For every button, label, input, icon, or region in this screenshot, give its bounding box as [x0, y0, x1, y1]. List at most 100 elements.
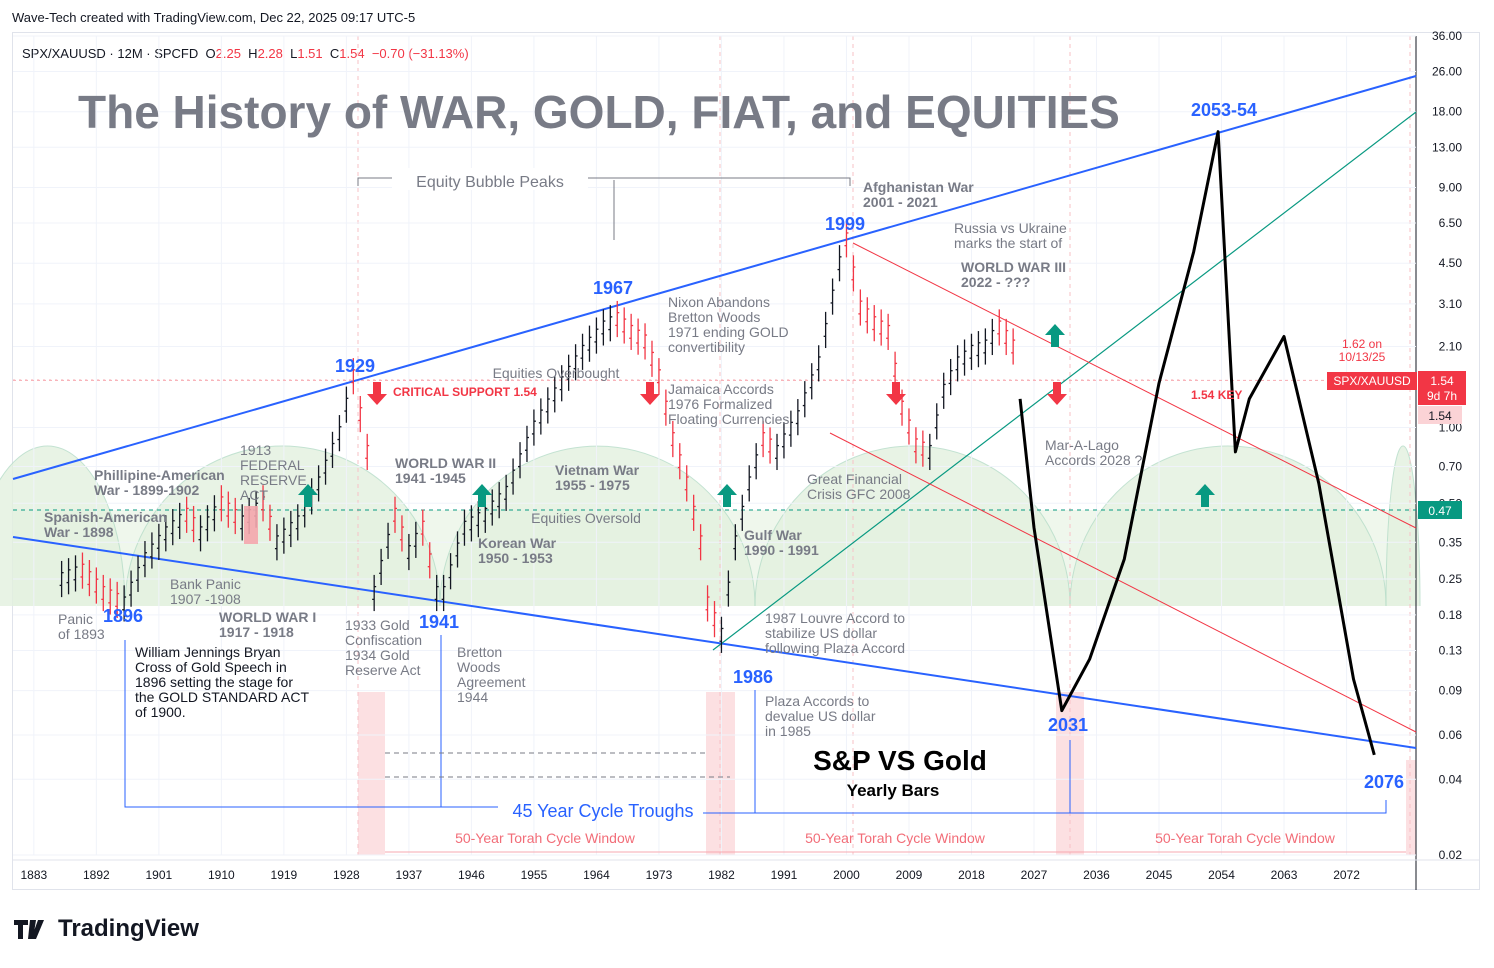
y-tick-label: 2.10	[1439, 339, 1463, 353]
x-tick-label: 1982	[708, 868, 735, 882]
event-annotation: Nixon Abandons Bretton Woods 1971 ending G…	[668, 294, 789, 355]
event-annotation: Gulf War 1990 - 1991	[744, 527, 819, 558]
symbol-label[interactable]: SPX/XAUUSD · 12M · SPCFD	[22, 46, 199, 61]
oversold-label: Equities Oversold	[531, 510, 641, 526]
key-price-value: 1.54	[1428, 409, 1452, 423]
x-tick-label: 2009	[896, 868, 923, 882]
red-channel-upper	[852, 242, 1417, 529]
torah-window-3	[1406, 760, 1416, 855]
y-tick-label: 0.13	[1439, 643, 1463, 657]
brand-name: TradingView	[58, 915, 199, 942]
cycle-arc-5	[1385, 445, 1421, 607]
y-tick-label: 6.50	[1439, 216, 1463, 230]
event-annotation: WORLD WAR I 1917 - 1918	[219, 609, 316, 640]
low-value: 1.51	[297, 46, 323, 61]
event-annotation: 1913 FEDERAL RESERVE ACT	[240, 442, 307, 503]
x-tick-label: 2072	[1333, 868, 1360, 882]
year-callout: 1941	[419, 612, 459, 632]
event-annotation: Vietnam War 1955 - 1975	[555, 462, 640, 493]
event-annotation: Korean War 1950 - 1953	[478, 535, 557, 566]
x-tick-label: 2063	[1271, 868, 1298, 882]
symbol-price-tag-label: SPX/XAUUSD	[1333, 374, 1411, 388]
cycle-troughs-label: 45 Year Cycle Troughs	[512, 801, 693, 821]
event-annotation: Afghanistan War 2001 - 2021	[863, 179, 974, 210]
x-tick-label: 1937	[396, 868, 423, 882]
buy-arrow-icon	[1195, 484, 1215, 507]
bubble-bracket	[357, 177, 851, 186]
low-label: L	[290, 46, 298, 61]
green-trend-line	[712, 111, 1417, 651]
x-tick-label: 1964	[583, 868, 610, 882]
sell-arrow-icon	[1047, 382, 1067, 405]
x-tick-label: 1910	[208, 868, 235, 882]
high-value: 2.28	[257, 46, 283, 61]
event-annotation: Plaza Accords to devalue US dollar in 1985	[765, 693, 876, 739]
event-annotation: Jamaica Accords 1976 Formalized Floating C…	[668, 381, 789, 427]
red-channel-lower	[829, 432, 1417, 733]
y-tick-label: 18.00	[1432, 105, 1462, 119]
y-tick-label: 3.10	[1439, 297, 1463, 311]
y-tick-label: 0.04	[1439, 772, 1463, 786]
open-label: O	[205, 46, 216, 61]
chart-frame	[12, 32, 1480, 890]
torah-window-label: 50-Year Torah Cycle Window	[805, 830, 986, 846]
sell-arrow-icon	[886, 382, 906, 405]
y-tick-label: 9.00	[1439, 180, 1463, 194]
upper-channel-line	[12, 75, 1417, 480]
event-annotation: 1987 Louvre Accord to stabilize US dollar…	[765, 610, 905, 656]
event-annotation: Spanish-American War - 1898	[44, 509, 167, 540]
event-annotation: Mar-A-Lago Accords 2028 ?	[1045, 437, 1142, 468]
x-tick-label: 1973	[646, 868, 673, 882]
buy-arrow-icon	[472, 484, 492, 507]
bar-countdown: 9d 7h	[1427, 389, 1457, 403]
close-label: C	[329, 46, 340, 61]
high-label: H	[248, 46, 258, 61]
cycle-arc-4	[1069, 445, 1387, 607]
buy-arrow-icon	[1045, 324, 1065, 347]
sell-arrow-icon	[367, 382, 387, 405]
trough-bracket-left	[124, 640, 498, 808]
event-annotation: Panic of 1893	[58, 611, 105, 642]
symbol-price-tag	[1327, 372, 1417, 390]
y-tick-label: 1.00	[1439, 421, 1463, 435]
torah-window-0	[358, 692, 385, 855]
x-tick-label: 1928	[333, 868, 360, 882]
change-value: −0.70 (−31.13%)	[371, 46, 469, 61]
sell-arrow-icon	[640, 382, 660, 405]
x-tick-label: 2018	[958, 868, 985, 882]
chart-title: The History of WAR, GOLD, FIAT, and EQUI…	[78, 86, 1120, 138]
y-tick-label: 0.35	[1439, 535, 1463, 549]
x-tick-label: 2045	[1146, 868, 1173, 882]
buy-arrow-icon	[298, 484, 318, 507]
peak-note: 1.62 on 10/13/25	[1339, 337, 1386, 364]
y-tick-label: 4.50	[1439, 256, 1463, 270]
year-callout: 2053-54	[1191, 100, 1257, 120]
event-annotation: Phillipine-American War - 1899-1902	[94, 467, 225, 498]
event-annotation: WORLD WAR III 2022 - ???	[961, 259, 1066, 290]
last-price-tag	[1418, 371, 1466, 405]
tradingview-logo[interactable]: TradingView	[14, 915, 199, 943]
year-callout: 2031	[1048, 715, 1088, 735]
symbol-legend[interactable]: SPX/XAUUSD · 12M · SPCFD O2.25 H2.28 L1.…	[22, 46, 469, 61]
event-annotation: William Jennings Bryan Cross of Gold Spee…	[135, 644, 309, 720]
year-callout: 2076	[1364, 772, 1404, 792]
y-tick-label: 0.09	[1439, 684, 1463, 698]
chart-subtitle-2: Yearly Bars	[847, 781, 940, 800]
event-annotation: Bank Panic 1907 -1908	[170, 576, 241, 607]
x-tick-label: 1991	[771, 868, 798, 882]
torah-window-label: 50-Year Torah Cycle Window	[455, 830, 636, 846]
event-annotation: Great Financial Crisis GFC 2008	[807, 471, 911, 502]
x-tick-label: 1892	[83, 868, 110, 882]
key-price-tag	[1418, 406, 1462, 424]
y-tick-label: 0.70	[1439, 460, 1463, 474]
y-tick-label: 0.25	[1439, 572, 1463, 586]
event-annotation: Bretton Woods Agreement 1944	[457, 644, 526, 705]
year-callout: 1999	[825, 214, 865, 234]
chart-header: Wave-Tech created with TradingView.com, …	[12, 10, 416, 25]
key-154-label: 1.54 KEY	[1191, 388, 1242, 402]
green-price-value: 0.47	[1428, 504, 1452, 518]
x-tick-label: 2036	[1083, 868, 1110, 882]
x-tick-label: 1901	[146, 868, 173, 882]
event-annotation: Russia vs Ukraine marks the start of	[954, 220, 1067, 251]
